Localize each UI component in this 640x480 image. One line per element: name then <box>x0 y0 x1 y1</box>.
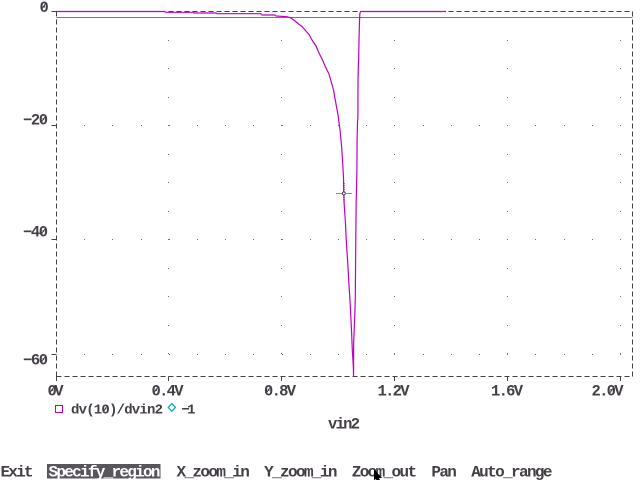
svg-text:−60: −60 <box>23 352 48 370</box>
svg-text:2.0V: 2.0V <box>592 383 625 401</box>
svg-text:0.8V: 0.8V <box>264 383 297 401</box>
svg-text:−40: −40 <box>23 224 48 242</box>
svg-text:0V: 0V <box>48 383 65 401</box>
svg-text:vin2: vin2 <box>328 416 360 434</box>
svg-text:Exit: Exit <box>1 463 34 480</box>
svg-text:1.6V: 1.6V <box>491 383 524 401</box>
svg-text:Specify_region: Specify_region <box>49 463 161 480</box>
svg-text:−20: −20 <box>23 112 48 130</box>
svg-text:−1: −1 <box>182 402 196 418</box>
svg-text:0: 0 <box>40 0 49 17</box>
svg-text:X_zoom_in Y_zoom_in Zoom_out: X_zoom_in Y_zoom_in Zoom_out Pan Auto_ra… <box>177 463 553 480</box>
svg-text:0.4V: 0.4V <box>152 383 185 401</box>
svg-text:1.2V: 1.2V <box>378 383 411 401</box>
svg-text:dv(10)/dvin2: dv(10)/dvin2 <box>71 402 163 418</box>
